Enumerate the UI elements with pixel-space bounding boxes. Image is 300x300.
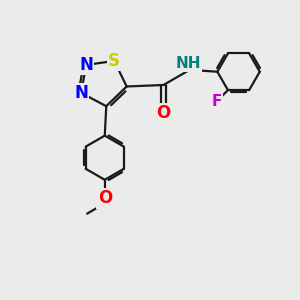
Text: S: S [108,52,120,70]
Text: O: O [156,104,171,122]
Text: NH: NH [176,56,201,71]
Text: N: N [74,84,88,102]
Text: O: O [98,189,112,207]
Text: F: F [211,94,221,109]
Text: N: N [79,56,93,74]
